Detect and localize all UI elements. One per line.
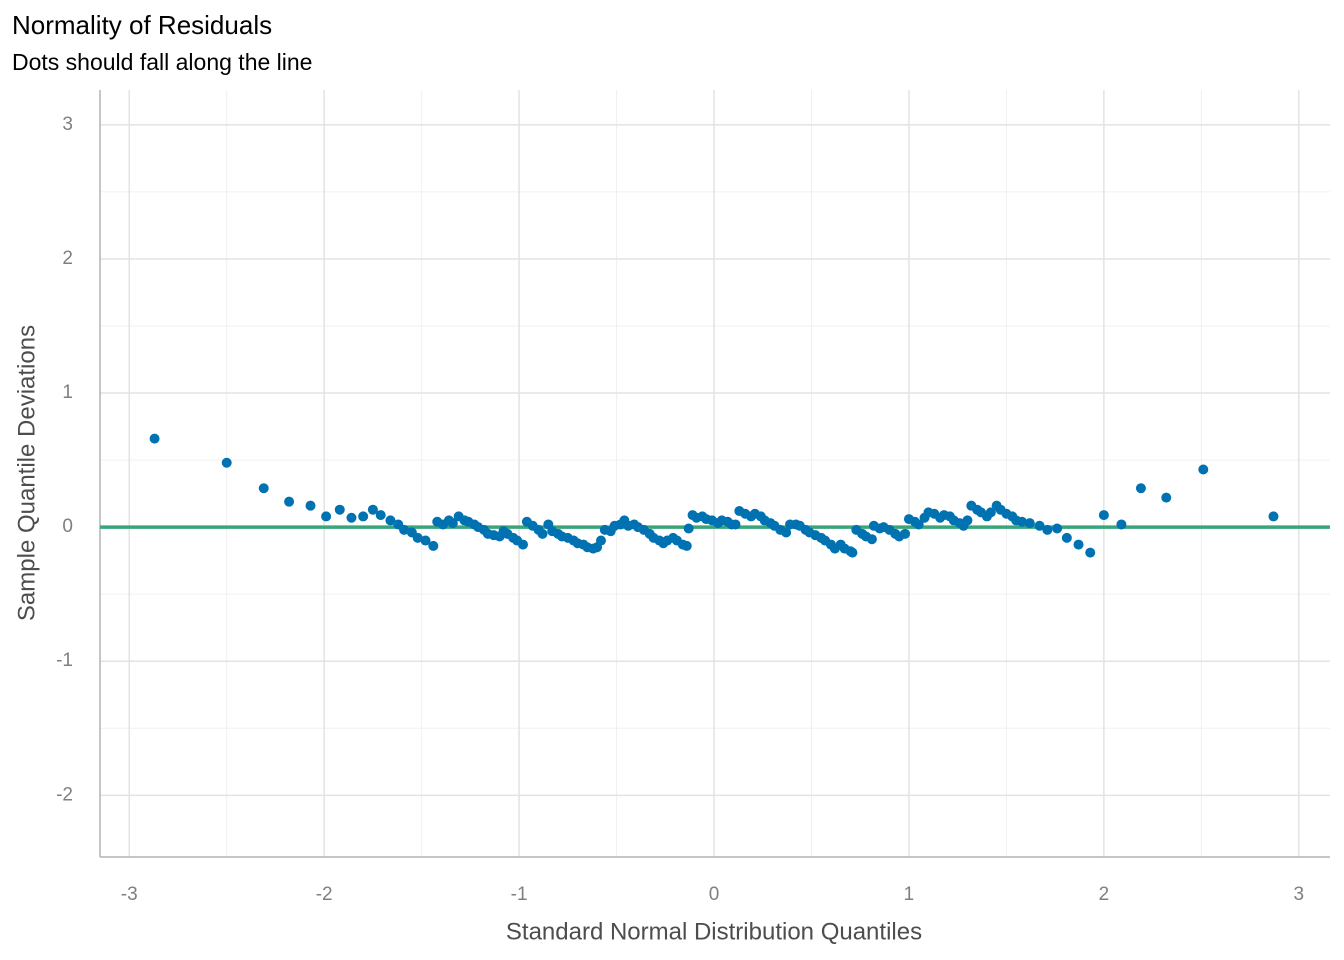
point: [1034, 520, 1045, 531]
y-tick-label: 3: [62, 114, 73, 135]
point: [1042, 524, 1053, 535]
point: [428, 540, 439, 551]
point: [681, 540, 692, 551]
point: [284, 496, 295, 507]
point: [866, 534, 877, 545]
point: [1017, 516, 1028, 527]
point: [358, 511, 369, 522]
x-tick-label: 3: [1294, 884, 1305, 905]
point: [1052, 523, 1063, 534]
point: [367, 504, 378, 515]
point: [913, 519, 924, 530]
chart-subtitle: Dots should fall along the line: [12, 49, 312, 75]
chart-title: Normality of Residuals: [12, 10, 272, 40]
x-tick-label: 1: [904, 884, 915, 905]
point: [1116, 519, 1127, 530]
point: [1268, 511, 1279, 522]
x-tick-label: -3: [121, 884, 138, 905]
point: [985, 507, 996, 518]
point: [375, 510, 386, 521]
x-axis-title: Standard Normal Distribution Quantiles: [506, 918, 922, 945]
point: [420, 535, 431, 546]
point: [346, 512, 357, 523]
point: [1024, 518, 1035, 529]
point: [399, 524, 410, 535]
y-tick-label: 2: [62, 248, 73, 269]
point: [781, 527, 792, 538]
point: [1098, 510, 1109, 521]
point: [334, 504, 345, 515]
point: [1161, 492, 1172, 503]
point: [221, 457, 232, 468]
point: [730, 519, 741, 530]
point: [683, 523, 694, 534]
point: [962, 515, 973, 526]
y-tick-label: 1: [62, 382, 73, 403]
point: [1198, 464, 1209, 475]
point: [447, 518, 458, 529]
point: [517, 539, 528, 550]
point: [847, 547, 858, 558]
point: [1085, 547, 1096, 558]
point: [595, 535, 606, 546]
point: [321, 511, 332, 522]
point: [412, 532, 423, 543]
x-tick-label: -2: [316, 884, 333, 905]
x-tick-label: 0: [709, 884, 720, 905]
point: [385, 515, 396, 526]
point: [258, 483, 269, 494]
point: [1073, 539, 1084, 550]
y-tick-label: -1: [56, 650, 73, 671]
y-axis-title: Sample Quantile Deviations: [13, 325, 40, 621]
x-tick-label: -1: [511, 884, 528, 905]
point: [1135, 483, 1146, 494]
point: [537, 528, 548, 539]
y-tick-label: 0: [62, 516, 73, 537]
y-tick-label: -2: [56, 784, 73, 805]
point: [149, 433, 160, 444]
point: [1061, 532, 1072, 543]
point: [900, 528, 911, 539]
point: [305, 500, 316, 511]
x-tick-label: 2: [1099, 884, 1110, 905]
